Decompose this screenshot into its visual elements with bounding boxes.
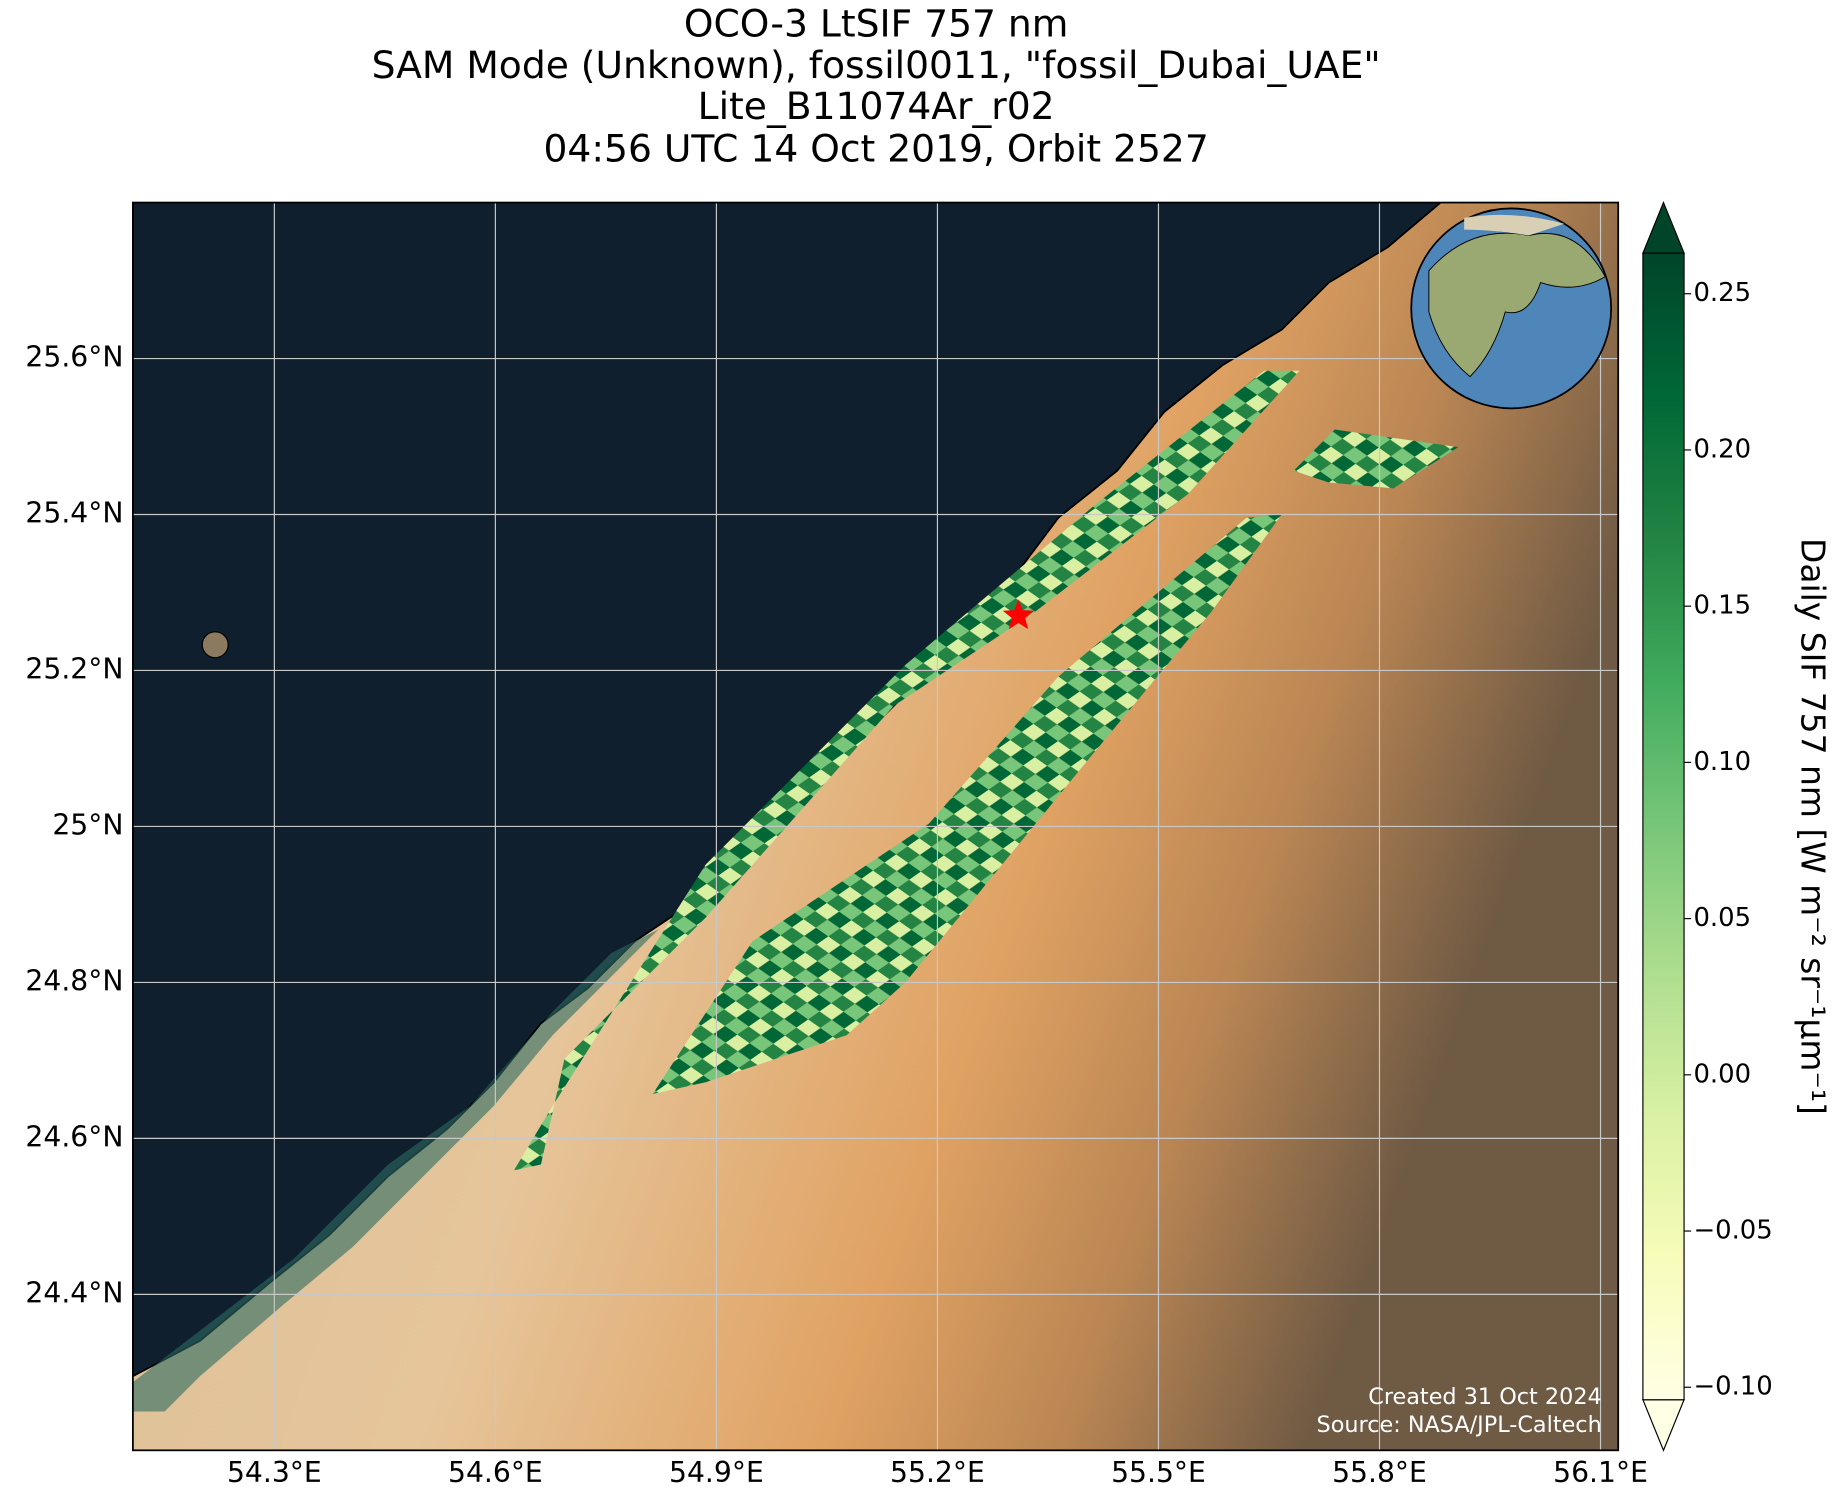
credit: Created 31 Oct 2024 bbox=[1368, 1384, 1602, 1410]
globe-inset bbox=[1410, 207, 1613, 410]
y-tick-label: 25.4°N bbox=[25, 497, 123, 530]
colorbar-tick-label: 0.05 bbox=[1693, 903, 1751, 933]
colorbar-body bbox=[1642, 252, 1685, 1401]
colorbar-tick-label: −0.10 bbox=[1693, 1372, 1772, 1402]
title-line: Lite_B11074Ar_r02 bbox=[698, 84, 1055, 128]
colorbar-extend-bottom bbox=[1642, 1399, 1685, 1452]
y-tick-label: 25°N bbox=[52, 808, 123, 841]
y-tick-label: 24.6°N bbox=[25, 1120, 123, 1153]
colorbar-extend-top bbox=[1642, 201, 1685, 254]
title: OCO-3 LtSIF 757 nm SAM Mode (Unknown), f… bbox=[372, 2, 1381, 171]
title-line: SAM Mode (Unknown), fossil0011, "fossil_… bbox=[372, 43, 1381, 87]
colorbar-tick-label: 0.10 bbox=[1693, 747, 1751, 777]
y-tick-label: 24.4°N bbox=[25, 1276, 123, 1309]
axes: 54.3°E 54.6°E 54.9°E 55.2°E 55.5°E 55.8°E 56.1… bbox=[25, 341, 1647, 1489]
x-tick-label: 56.1°E bbox=[1553, 1456, 1648, 1489]
swath bbox=[652, 514, 1282, 1094]
colorbar-tick-label: 0.15 bbox=[1693, 591, 1751, 621]
x-tick-label: 54.3°E bbox=[227, 1456, 322, 1489]
island bbox=[201, 631, 229, 659]
map-frame bbox=[132, 201, 1620, 1452]
colorbar-tick-label: 0.00 bbox=[1693, 1059, 1751, 1089]
swath bbox=[1293, 429, 1459, 489]
swath bbox=[513, 370, 1300, 1171]
x-tick-label: 55.5°E bbox=[1111, 1456, 1206, 1489]
map: Created 31 Oct 2024 Source: NASA/JPL-Cal… bbox=[132, 202, 1619, 1451]
y-tick-label: 25.6°N bbox=[25, 341, 123, 374]
credit: Source: NASA/JPL-Caltech bbox=[1317, 1412, 1602, 1438]
title-line: 04:56 UTC 14 Oct 2019, Orbit 2527 bbox=[543, 126, 1208, 170]
credits: Created 31 Oct 2024 Source: NASA/JPL-Cal… bbox=[1317, 1384, 1602, 1438]
x-tick-label: 54.9°E bbox=[669, 1456, 764, 1489]
shallow-water bbox=[132, 929, 659, 1412]
markers bbox=[1002, 599, 1035, 630]
x-tick-label: 55.2°E bbox=[890, 1456, 985, 1489]
x-tick-label: 54.6°E bbox=[448, 1456, 543, 1489]
y-tick-label: 24.8°N bbox=[25, 964, 123, 997]
colorbar-tick-label: −0.05 bbox=[1693, 1216, 1772, 1246]
colorbar-tick-label: 0.25 bbox=[1693, 278, 1751, 308]
colorbar: −0.10 −0.05 0.00 0.05 0.10 0.15 0.20 0.25 Daily … bbox=[1642, 201, 1833, 1452]
target-star bbox=[1002, 599, 1035, 630]
title-line: OCO-3 LtSIF 757 nm bbox=[684, 2, 1069, 46]
x-tick-label: 55.8°E bbox=[1332, 1456, 1427, 1489]
grid bbox=[132, 202, 1619, 1451]
colorbar-tick-label: 0.20 bbox=[1693, 434, 1751, 464]
y-tick-label: 25.2°N bbox=[25, 652, 123, 685]
colorbar-label: Daily SIF 757 nm [W m⁻² sr⁻¹µm⁻¹] bbox=[1794, 538, 1833, 1115]
